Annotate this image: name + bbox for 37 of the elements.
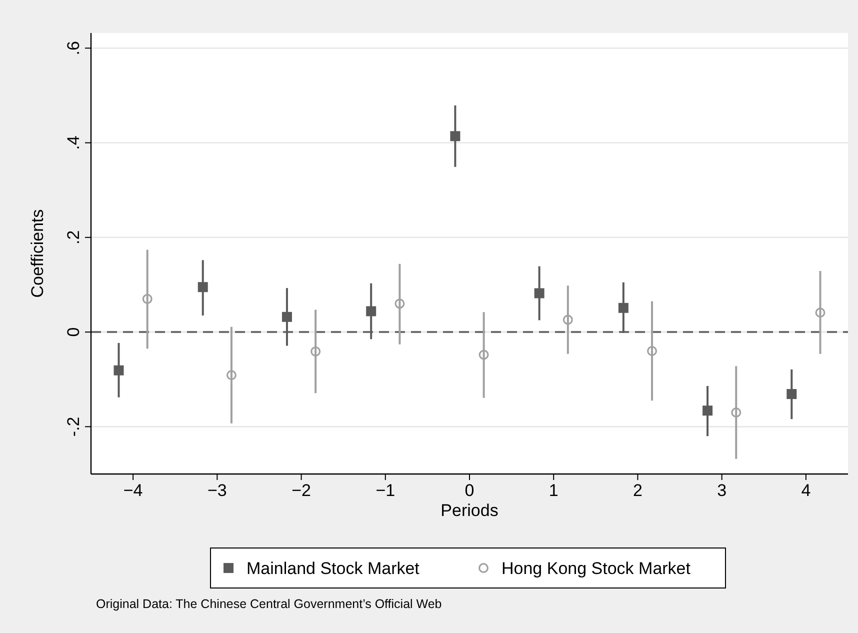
point — [366, 306, 376, 316]
point — [114, 365, 124, 376]
x-tick-label: 1 — [548, 481, 558, 500]
y-axis-title: Coefficients — [28, 209, 47, 298]
point — [731, 407, 742, 418]
y-tick-label: .2 — [64, 230, 83, 245]
point — [198, 282, 208, 292]
y-tick-label: -.2 — [64, 416, 83, 437]
x-tick-label: 4 — [801, 481, 811, 500]
point — [282, 312, 292, 322]
point — [534, 288, 544, 298]
point — [786, 389, 797, 400]
point — [702, 406, 713, 416]
y-tick-label: .4 — [64, 136, 83, 150]
x-axis-title: Periods — [440, 501, 498, 520]
x-tick-label: −3 — [207, 481, 227, 500]
point — [394, 298, 405, 309]
x-tick-label: 0 — [464, 481, 474, 500]
point — [618, 302, 628, 313]
y-tick-label: .6 — [64, 41, 83, 56]
point — [450, 131, 460, 142]
y-tick-label: 0 — [64, 327, 83, 337]
x-tick-label: 3 — [717, 481, 727, 500]
point — [815, 308, 826, 318]
text: Original Data: The Chinese Central Government’s Official Web — [96, 597, 442, 611]
point — [142, 294, 152, 304]
point — [562, 314, 573, 325]
legend-label: Hong Kong Stock Market — [502, 559, 691, 578]
x-tick-label: −4 — [123, 481, 143, 500]
point — [310, 346, 321, 356]
x-tick-label: −2 — [292, 481, 311, 500]
x-tick-label: 2 — [632, 481, 642, 500]
point — [647, 346, 658, 356]
point — [226, 370, 236, 380]
point — [478, 350, 489, 360]
x-tick-label: −1 — [376, 481, 396, 500]
legend-label: Mainland Stock Market — [246, 559, 420, 578]
